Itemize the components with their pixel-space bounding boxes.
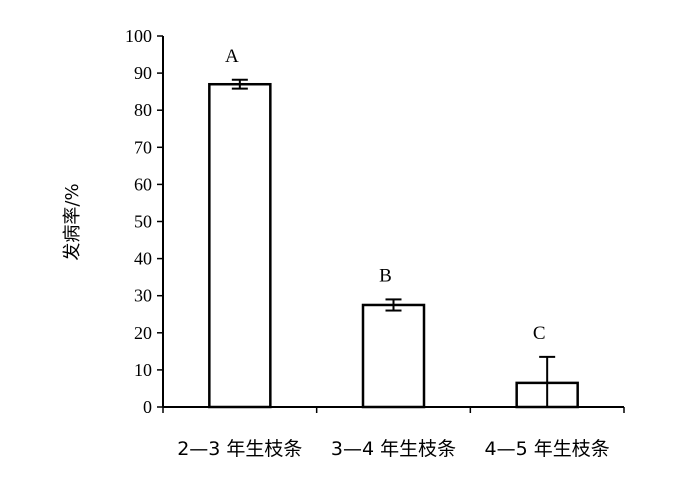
bars [208, 78, 579, 409]
significance-label: B [379, 265, 392, 286]
axes: 0 10 20 30 40 50 60 70 80 90 100 [125, 26, 625, 417]
y-tick-label: 90 [134, 63, 152, 83]
x-category-label: 3—4 年生枝条 [331, 438, 456, 460]
y-tick-label: 10 [134, 360, 152, 380]
bar [208, 82, 272, 409]
y-tick-label: 20 [134, 323, 152, 343]
x-category-label: 4—5 年生枝条 [485, 438, 610, 460]
bar [361, 303, 426, 409]
y-tick-label: 30 [134, 286, 152, 306]
y-tick-label: 40 [134, 249, 152, 269]
y-tick-label: 60 [134, 174, 152, 194]
y-tick-label: 70 [134, 137, 152, 157]
labels: A 2—3 年生枝条 B 3—4 年生枝条 C 4—5 年生枝条 [177, 46, 610, 460]
significance-label: A [225, 46, 239, 67]
y-axis-label: 发病率/% [62, 183, 83, 260]
y-tick-label: 80 [134, 100, 152, 120]
y-tick-label: 100 [125, 26, 152, 46]
y-tick-label: 50 [134, 212, 152, 232]
significance-label: C [533, 323, 546, 344]
x-category-label: 2—3 年生枝条 [177, 438, 302, 460]
y-tick-label: 0 [143, 397, 152, 417]
